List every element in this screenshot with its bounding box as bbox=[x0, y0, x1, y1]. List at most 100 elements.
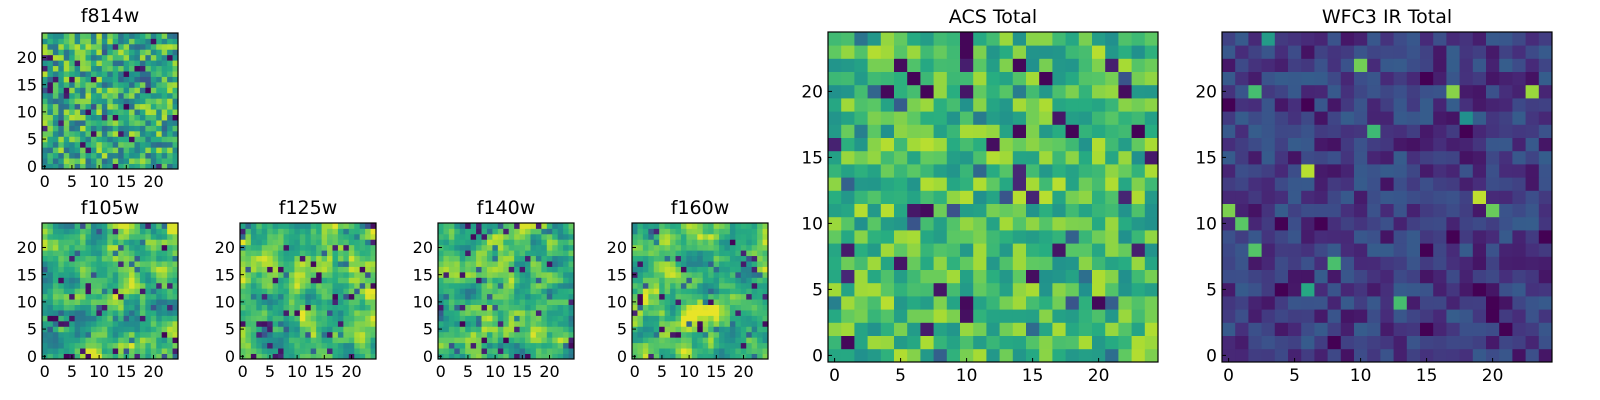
heatmap-cell bbox=[659, 277, 666, 284]
heatmap-cell bbox=[172, 87, 179, 94]
heatmap-cell bbox=[708, 320, 714, 327]
heatmap-cell bbox=[719, 271, 725, 278]
heatmap-cell bbox=[85, 109, 92, 115]
heatmap-cell bbox=[1433, 98, 1447, 112]
heatmap-cell bbox=[973, 150, 987, 165]
heatmap-cell bbox=[112, 320, 119, 327]
heatmap-cell bbox=[172, 293, 179, 300]
heatmap-cell bbox=[762, 310, 769, 316]
heatmap-cell bbox=[713, 293, 720, 300]
heatmap-cell bbox=[1367, 269, 1381, 284]
heatmap-cell bbox=[933, 322, 948, 336]
heatmap-cell bbox=[675, 315, 682, 322]
heatmap-cell bbox=[52, 65, 59, 72]
heatmap-cell bbox=[880, 164, 895, 178]
heatmap-cell bbox=[525, 320, 531, 327]
heatmap-cell bbox=[568, 304, 575, 311]
heatmap-cell bbox=[729, 288, 736, 295]
heatmap-cell bbox=[96, 114, 103, 121]
heatmap-cell bbox=[63, 54, 70, 61]
heatmap-cell bbox=[80, 49, 86, 56]
heatmap-cell bbox=[503, 223, 510, 229]
heatmap-cell bbox=[854, 335, 868, 350]
heatmap-cell bbox=[642, 288, 649, 295]
heatmap-cell bbox=[880, 71, 895, 86]
heatmap-cell bbox=[90, 228, 97, 235]
heatmap-cell bbox=[365, 277, 371, 284]
heatmap-cell bbox=[454, 353, 461, 360]
heatmap-cell bbox=[167, 136, 173, 143]
heatmap-cell bbox=[557, 244, 564, 251]
heatmap-cell bbox=[492, 223, 499, 229]
heatmap-cell bbox=[250, 250, 257, 257]
heatmap-cell bbox=[80, 98, 86, 105]
heatmap-cell bbox=[172, 304, 179, 311]
heatmap-cell bbox=[267, 277, 274, 284]
heatmap-cell bbox=[145, 43, 152, 50]
y-tick-label: 0 bbox=[27, 347, 37, 366]
heatmap-cell bbox=[150, 228, 157, 235]
heatmap-cell bbox=[129, 342, 135, 349]
heatmap-cell bbox=[283, 299, 290, 305]
heatmap-cell bbox=[1327, 335, 1342, 350]
heatmap-cell bbox=[508, 244, 515, 251]
heatmap-cell bbox=[729, 250, 736, 257]
heatmap-cell bbox=[470, 304, 477, 311]
heatmap-cell bbox=[1261, 164, 1276, 178]
heatmap-cell bbox=[294, 326, 301, 333]
heatmap-cell bbox=[278, 293, 284, 300]
heatmap-cell bbox=[69, 103, 76, 110]
heatmap-cell bbox=[514, 277, 520, 284]
heatmap-cell bbox=[1433, 309, 1447, 323]
heatmap-cell bbox=[316, 337, 322, 344]
heatmap-cell bbox=[530, 353, 537, 360]
heatmap-cell bbox=[107, 320, 114, 327]
heatmap-cell bbox=[443, 271, 450, 278]
heatmap-cell bbox=[123, 288, 130, 295]
heatmap-cell bbox=[1525, 322, 1540, 336]
heatmap-cell bbox=[85, 261, 92, 267]
heatmap-cell bbox=[90, 348, 97, 354]
heatmap-cell bbox=[90, 255, 97, 262]
heatmap-cell bbox=[1486, 58, 1500, 72]
heatmap-cell bbox=[719, 353, 725, 360]
heatmap-cell bbox=[708, 266, 714, 273]
heatmap-cell bbox=[632, 255, 638, 262]
heatmap-cell bbox=[448, 233, 455, 240]
heatmap-cell bbox=[1131, 45, 1146, 59]
heatmap-cell bbox=[167, 49, 173, 56]
heatmap-cell bbox=[675, 277, 682, 284]
heatmap-cell bbox=[1420, 282, 1434, 297]
heatmap-cell bbox=[880, 84, 895, 99]
heatmap-cell bbox=[1367, 243, 1381, 257]
heatmap-cell bbox=[740, 315, 747, 322]
heatmap-cell bbox=[1380, 256, 1394, 270]
heatmap-cell bbox=[508, 320, 515, 327]
heatmap-cell bbox=[557, 250, 564, 257]
heatmap-cell bbox=[867, 150, 882, 165]
heatmap-cell bbox=[670, 288, 676, 295]
heatmap-cell bbox=[465, 266, 472, 273]
heatmap-cell bbox=[365, 304, 371, 311]
heatmap-cell bbox=[272, 337, 279, 344]
heatmap-cell bbox=[514, 255, 520, 262]
heatmap-cell bbox=[648, 233, 655, 240]
heatmap-cell bbox=[675, 326, 682, 333]
heatmap-cell bbox=[74, 49, 81, 56]
heatmap-cell bbox=[1222, 98, 1236, 112]
heatmap-cell bbox=[894, 190, 908, 204]
heatmap-cell bbox=[680, 271, 687, 278]
heatmap-cell bbox=[69, 158, 76, 164]
heatmap-cell bbox=[161, 326, 168, 333]
heatmap-cell bbox=[145, 87, 152, 94]
heatmap-cell bbox=[299, 282, 306, 289]
heatmap-cell bbox=[156, 163, 163, 170]
heatmap-cell bbox=[459, 244, 466, 251]
heatmap-cell bbox=[80, 141, 86, 148]
heatmap-cell bbox=[167, 158, 173, 164]
heatmap-cell bbox=[240, 233, 246, 240]
heatmap-cell bbox=[713, 277, 720, 284]
heatmap-cell bbox=[112, 244, 119, 251]
heatmap-cell bbox=[52, 331, 59, 338]
